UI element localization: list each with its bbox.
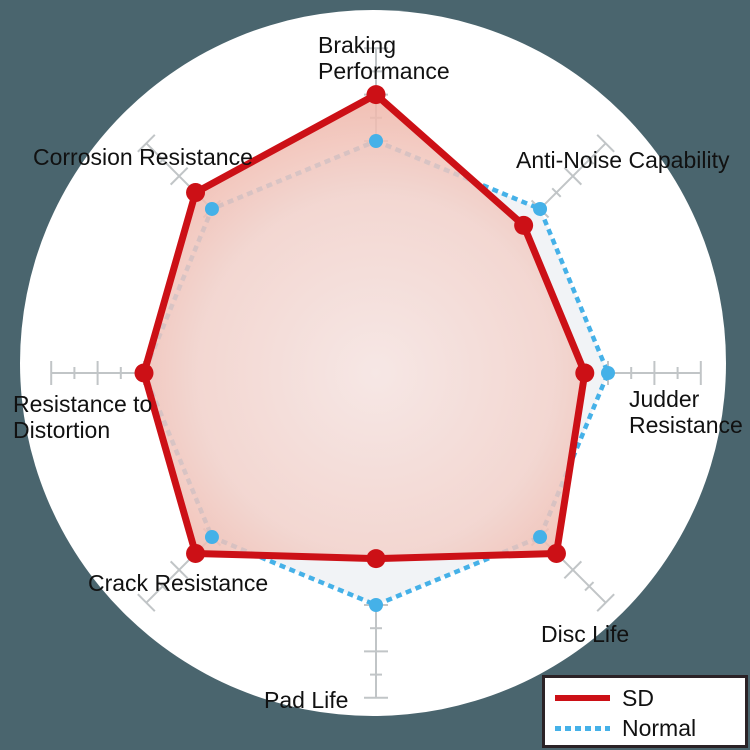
axis-label-disc-life: Disc Life [541, 621, 630, 647]
sd-solid-line-swatch [555, 695, 610, 701]
axis-label-crack-resistance: Crack Resistance [88, 570, 269, 596]
axis-label-corrosion-resistance: Corrosion Resistance [33, 144, 253, 170]
axis-label-resistance-to-distortion: Resistance to Distortion [13, 391, 153, 443]
legend: SD Normal [542, 675, 748, 748]
axis-label-braking-performance: Braking Performance [318, 32, 450, 84]
legend-label-normal: Normal [622, 714, 697, 741]
legend-item-normal: Normal [555, 713, 745, 743]
normal-dotted-line-swatch [555, 725, 610, 731]
legend-item-sd: SD [555, 683, 745, 713]
axis-label-judder-resistance: Judder Resistance [629, 386, 743, 438]
axis-label-pad-life: Pad Life [264, 687, 349, 713]
legend-label-sd: SD [622, 684, 654, 711]
axis-label-anti-noise-capability: Anti-Noise Capability [516, 147, 730, 173]
